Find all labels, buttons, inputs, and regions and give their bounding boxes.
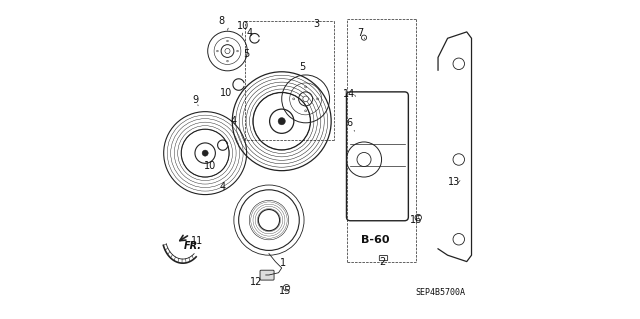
Text: 4: 4 [220, 182, 226, 192]
Text: 10: 10 [237, 20, 249, 31]
Text: 11: 11 [191, 236, 204, 246]
Text: 3: 3 [314, 19, 320, 29]
Text: 6: 6 [346, 118, 353, 128]
Text: 12: 12 [250, 277, 262, 287]
Text: 5: 5 [243, 49, 250, 59]
Text: 4: 4 [247, 28, 253, 39]
Text: 7: 7 [356, 28, 363, 39]
Text: 5: 5 [300, 62, 305, 72]
Text: SEP4B5700A: SEP4B5700A [415, 288, 465, 297]
Text: 8: 8 [218, 16, 224, 26]
Text: 4: 4 [231, 116, 237, 126]
Text: 16: 16 [410, 215, 422, 225]
Circle shape [225, 48, 230, 54]
Text: FR.: FR. [184, 241, 202, 251]
Text: 2: 2 [379, 256, 385, 267]
Circle shape [202, 150, 208, 156]
Text: 10: 10 [204, 161, 216, 171]
Text: 1: 1 [280, 258, 286, 268]
Circle shape [303, 96, 308, 102]
Circle shape [278, 118, 285, 125]
Text: 15: 15 [279, 286, 291, 296]
Text: 14: 14 [343, 89, 355, 99]
Text: 9: 9 [193, 95, 198, 106]
Text: B-60: B-60 [360, 235, 389, 245]
Text: 13: 13 [448, 177, 460, 187]
Text: 10: 10 [220, 87, 232, 98]
FancyBboxPatch shape [260, 270, 274, 280]
